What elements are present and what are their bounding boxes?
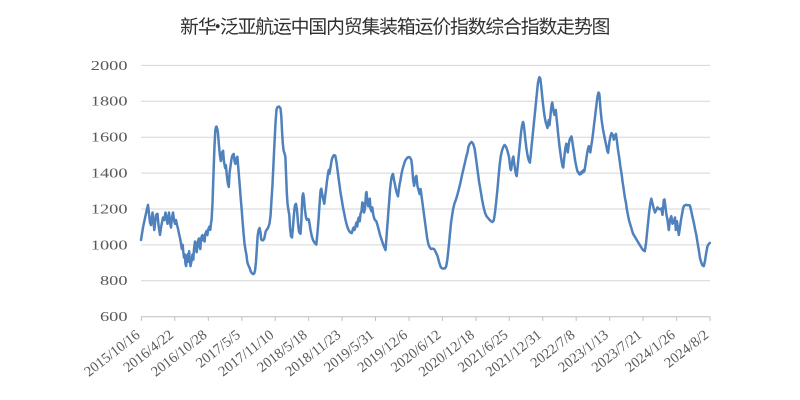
svg-text:800: 800 [100,274,128,288]
svg-text:1400: 1400 [91,167,128,181]
svg-text:600: 600 [100,310,128,324]
svg-text:2000: 2000 [91,59,128,73]
svg-text:1800: 1800 [91,95,128,109]
svg-text:1000: 1000 [91,238,128,252]
svg-text:1200: 1200 [91,203,128,217]
svg-text:1600: 1600 [91,131,128,145]
